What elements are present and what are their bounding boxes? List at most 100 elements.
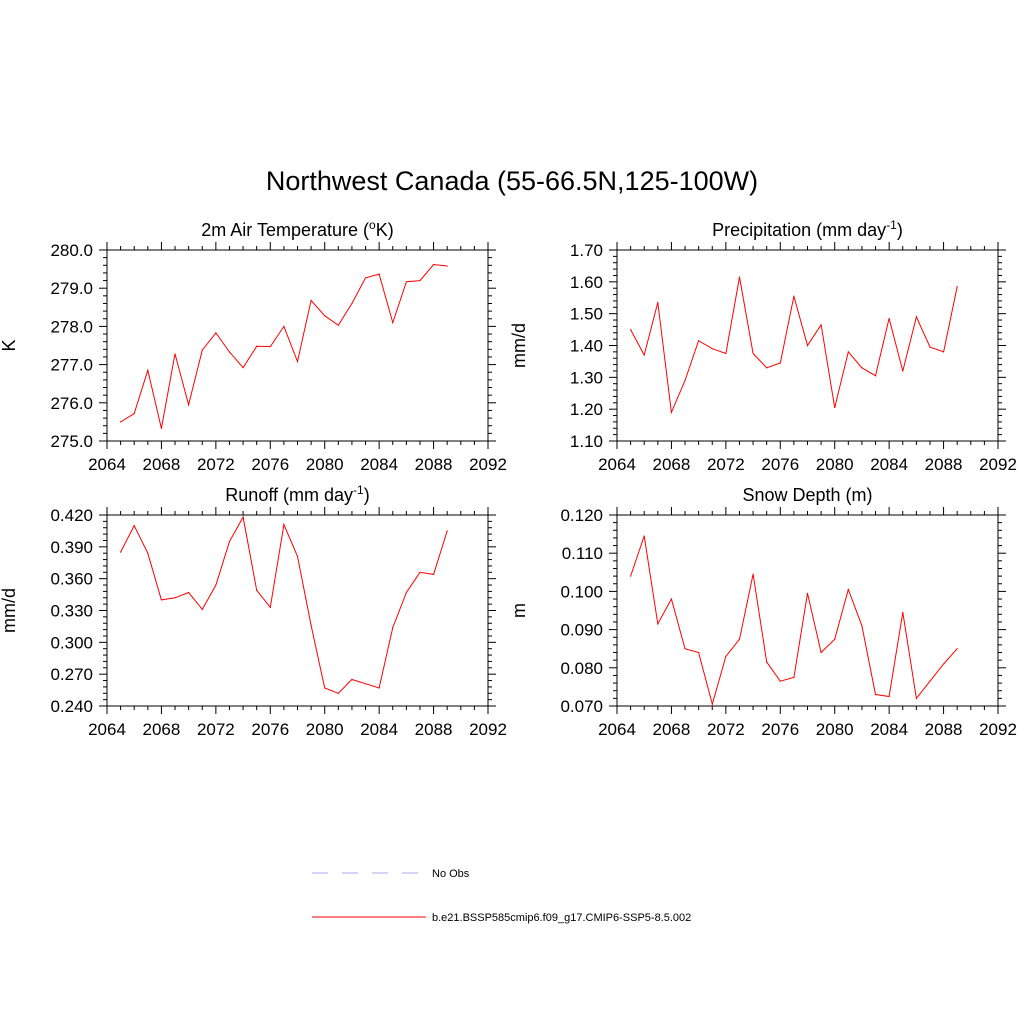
x-tick-label: 2072 — [707, 720, 745, 739]
y-tick-label: 0.390 — [50, 538, 93, 557]
y-tick-label: 0.420 — [50, 506, 93, 525]
legend: No Obs b.e21.BSSP585cmip6.f09_g17.CMIP6-S… — [312, 868, 691, 924]
data-point — [711, 348, 713, 350]
data-point — [364, 277, 367, 279]
main-title: Northwest Canada (55-66.5N,125-100W) — [265, 166, 759, 196]
x-tick-label: 2080 — [306, 455, 344, 474]
y-tick-label: 0.090 — [560, 621, 603, 640]
panel-4: 2064 2068 2072 2076 2080 2084 2088 2092 0.070 0.0… — [509, 485, 1017, 739]
data-point — [670, 598, 673, 600]
data-point — [779, 680, 781, 682]
data-point — [432, 573, 435, 576]
x-tick-label: 2072 — [707, 455, 745, 474]
data-point — [861, 367, 863, 369]
data-point — [160, 599, 163, 601]
data-point — [269, 346, 271, 348]
y-tick-label: 1.10 — [570, 432, 603, 451]
plot-frame — [106, 514, 489, 707]
panel-2: 2064 2068 2072 2076 2080 2084 2088 2092 1.10 1.20… — [509, 218, 1017, 474]
data-point — [337, 692, 339, 694]
x-tick-label: 2088 — [925, 720, 963, 739]
data-point — [242, 516, 244, 518]
data-point — [956, 286, 958, 288]
data-point — [847, 351, 849, 353]
data-point — [310, 624, 312, 626]
series-line — [120, 263, 448, 429]
y-tick-label: 0.120 — [560, 506, 603, 525]
panel-title: Snow Depth (m) — [742, 485, 872, 505]
x-tick-label: 2076 — [251, 455, 289, 474]
data-point — [820, 324, 822, 326]
data-point — [902, 370, 904, 372]
data-point — [133, 525, 135, 527]
data-point — [915, 316, 917, 318]
data-point — [847, 588, 849, 591]
data-point — [378, 687, 380, 689]
data-point — [684, 379, 686, 382]
x-tick-label: 2068 — [653, 720, 691, 739]
y-axis-label: mm/d — [0, 588, 19, 633]
data-point — [752, 352, 754, 355]
x-tick-label: 2088 — [415, 720, 453, 739]
data-point — [820, 651, 822, 654]
data-point — [160, 427, 163, 429]
data-point — [405, 591, 407, 594]
data-point — [630, 328, 632, 331]
data-point — [120, 421, 122, 423]
data-point — [174, 353, 176, 355]
x-tick-label: 2068 — [653, 455, 691, 474]
series-line — [630, 277, 958, 415]
y-tick-label: 0.270 — [50, 665, 93, 684]
data-point — [834, 406, 836, 409]
y-axis-label: m — [509, 603, 529, 618]
data-point — [766, 367, 768, 369]
data-point — [793, 676, 795, 678]
data-point — [256, 589, 258, 591]
x-tick-label: 2068 — [143, 455, 181, 474]
data-point — [888, 317, 890, 320]
data-point — [874, 375, 877, 377]
panel-title: Precipitation (mm day-1) — [712, 218, 903, 240]
data-point — [296, 555, 299, 557]
panel-title: 2m Air Temperature (oK) — [201, 218, 393, 240]
y-axis-label: mm/d — [509, 323, 529, 368]
data-point — [942, 351, 945, 353]
data-point — [861, 625, 863, 627]
data-point — [215, 332, 217, 334]
data-point — [670, 411, 673, 413]
data-point — [147, 369, 149, 371]
data-point — [310, 299, 312, 302]
legend-label: No Obs — [432, 868, 470, 880]
y-axis-label: K — [0, 339, 19, 351]
y-tick-label: 280.0 — [50, 241, 93, 260]
data-point — [956, 648, 958, 650]
data-point — [806, 344, 809, 347]
x-tick-label: 2084 — [870, 455, 908, 474]
data-point — [351, 678, 353, 681]
data-point — [902, 611, 904, 614]
data-point — [738, 276, 741, 278]
data-point — [324, 315, 326, 317]
data-point — [188, 404, 190, 406]
x-tick-label: 2080 — [816, 720, 854, 739]
x-tick-label: 2092 — [979, 455, 1017, 474]
x-tick-label: 2088 — [415, 455, 453, 474]
data-point — [296, 360, 299, 363]
y-tick-label: 0.300 — [50, 633, 93, 652]
x-tick-label: 2072 — [197, 455, 235, 474]
data-point — [378, 273, 380, 275]
x-tick-label: 2080 — [306, 720, 344, 739]
data-point — [228, 540, 231, 543]
data-point — [657, 301, 659, 304]
y-tick-label: 0.070 — [560, 697, 603, 716]
y-tick-label: 1.60 — [570, 273, 603, 292]
y-tick-label: 278.0 — [50, 317, 93, 336]
data-point — [188, 591, 190, 594]
data-point — [201, 349, 203, 351]
series-line — [630, 535, 958, 706]
y-tick-label: 1.70 — [570, 241, 603, 260]
data-point — [630, 575, 632, 577]
x-tick-label: 2080 — [816, 455, 854, 474]
data-point — [174, 597, 176, 599]
